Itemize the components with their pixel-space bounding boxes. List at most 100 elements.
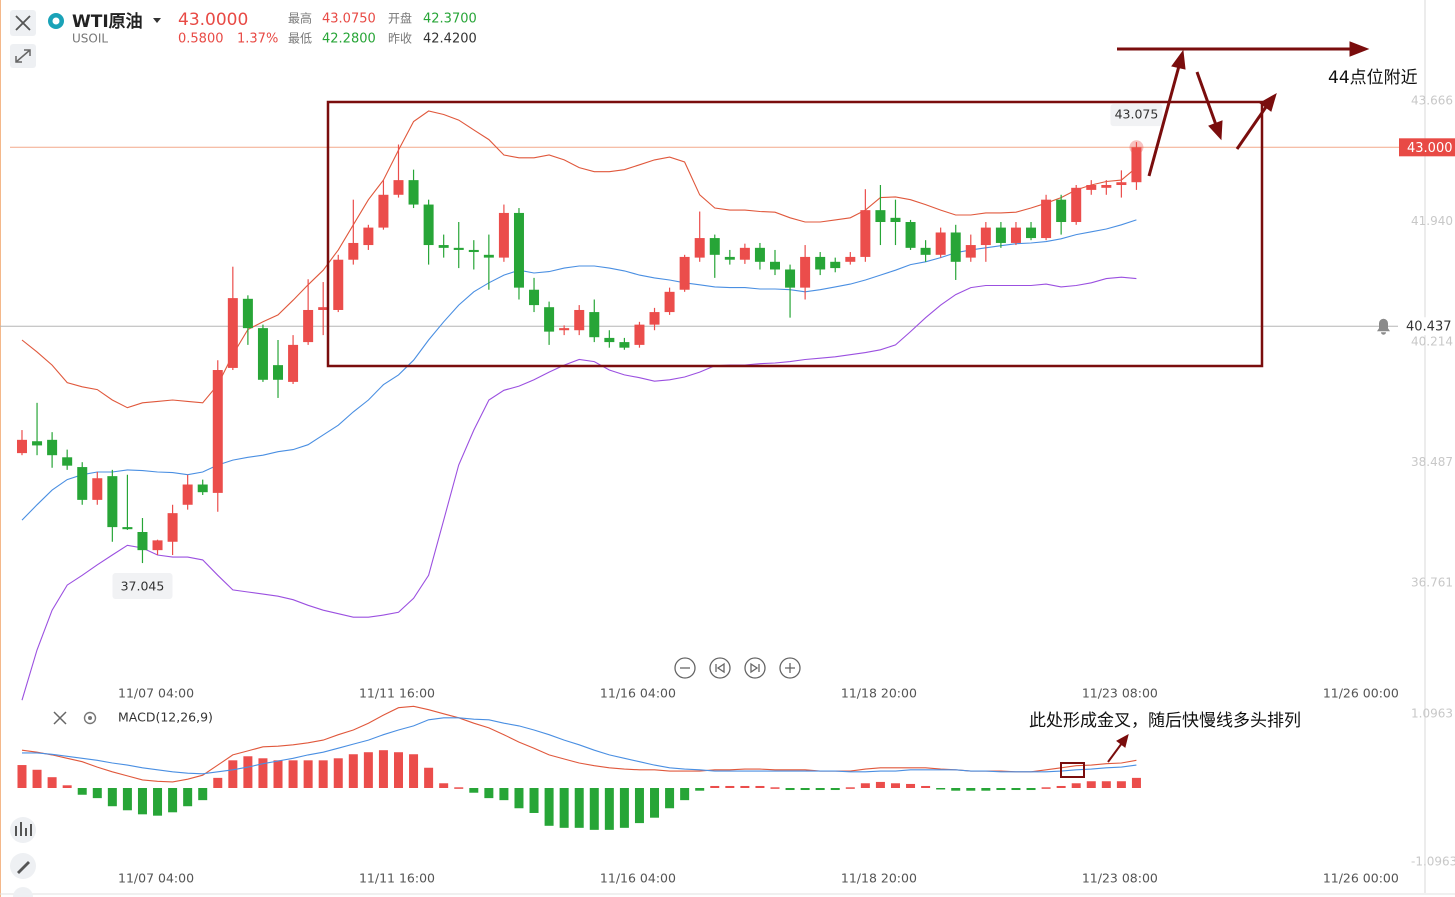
macd-bar [348,754,358,788]
macd-bar [845,787,855,789]
macd-bar [1131,777,1141,788]
candle-body [694,238,705,258]
shrink-button[interactable] [10,44,36,68]
high-marker: 43.075 [1115,107,1159,122]
candle-body [604,337,615,343]
candle-body [739,247,750,260]
stat-value: 42.2800 [322,32,376,47]
macd-bar [153,788,163,816]
scroll-start-icon[interactable] [715,662,725,674]
candle-body [182,484,193,505]
macd-settings-dot[interactable] [88,716,92,720]
zoom-out[interactable] [674,657,696,679]
price-change: 0.5800 [178,32,224,47]
macd-bar [243,756,253,788]
annotation-arrows [1107,41,1370,763]
candle-body [242,298,253,329]
tool-button[interactable] [10,817,36,843]
range-box [326,100,1264,368]
candle-body [815,256,826,270]
candle-body [273,365,284,380]
macd-bar [650,788,660,818]
macd-bar [318,760,328,788]
price-change-pct: 1.37% [237,32,278,47]
candle-body [935,232,946,255]
macd-bar [1086,781,1096,788]
candle-body [905,222,916,248]
candle-body [1026,227,1037,239]
candle-body [378,194,389,228]
macd-bar [273,760,283,788]
macd-bar [740,785,750,788]
candle-body [468,249,479,253]
macd-bar [228,760,238,788]
alert-tag-bg [1398,317,1455,336]
arrow-head [1349,41,1370,57]
macd-bar [710,785,720,788]
macd-bar [981,788,991,791]
indicator-title: MACD(12,26,9) [118,710,213,725]
candle-body [32,441,43,446]
close-icon[interactable] [15,15,31,31]
scroll-end-icon[interactable] [750,662,760,674]
candle-body [770,261,780,270]
candle-body [513,212,524,288]
candle-body [77,467,88,500]
candle-body [1086,185,1097,190]
macd-bar [439,783,449,788]
arrow-head [1208,120,1223,141]
zoom-in-icon[interactable] [785,663,795,673]
symbol-name[interactable]: WTI原油 [72,11,143,32]
macd-bar [936,788,946,790]
x-tick-label: 11/11 16:00 [359,686,435,701]
macd-bar [921,785,931,788]
macd-bar [680,788,690,801]
candle-body [965,245,976,258]
candle-body [920,247,931,255]
candle-body [574,309,585,331]
more-button[interactable] [13,887,33,897]
candle-body [303,309,314,343]
macd-close[interactable] [53,711,67,725]
close-button[interactable] [10,10,36,36]
shrink-icon[interactable] [15,49,31,63]
macd-bar [92,788,102,799]
candle-body [363,227,374,246]
candle-body [92,478,103,500]
stat-value: 43.0750 [322,12,376,27]
cross-box [1060,762,1085,778]
candle-body [830,261,841,269]
macd-bar [409,754,419,788]
macd-bar [258,758,268,788]
zoom-in[interactable] [779,657,801,679]
macd-bar [363,752,373,788]
macd-bar [107,788,117,807]
candle-body [288,344,299,382]
bollinger-band [21,276,1137,701]
tool-icon[interactable] [15,822,32,836]
alert-bell [1377,318,1390,335]
dropdown-caret[interactable] [153,18,161,23]
candle-body [890,217,901,223]
symbol-code: USOIL [72,32,108,46]
x-tick-label: 11/11 16:00 [359,871,435,886]
y-tick-label: -1.0963 [1411,855,1455,869]
candle-body [62,457,73,466]
scroll-start[interactable] [709,657,731,679]
candle-body [860,210,871,257]
macd-settings[interactable] [83,711,97,725]
macd-bar [122,788,132,811]
candle-body [559,328,570,331]
stat-label: 昨收 [388,32,412,46]
candle-body [800,256,811,288]
candle-body [875,210,886,223]
zoom-controls[interactable] [674,657,801,679]
candle-body [1010,227,1021,243]
scroll-end[interactable] [744,657,766,679]
candle-body [137,531,148,551]
candle-body [1116,182,1127,186]
candle-body [679,256,690,290]
draw-icon[interactable] [17,861,30,874]
macd-bar [62,785,72,788]
